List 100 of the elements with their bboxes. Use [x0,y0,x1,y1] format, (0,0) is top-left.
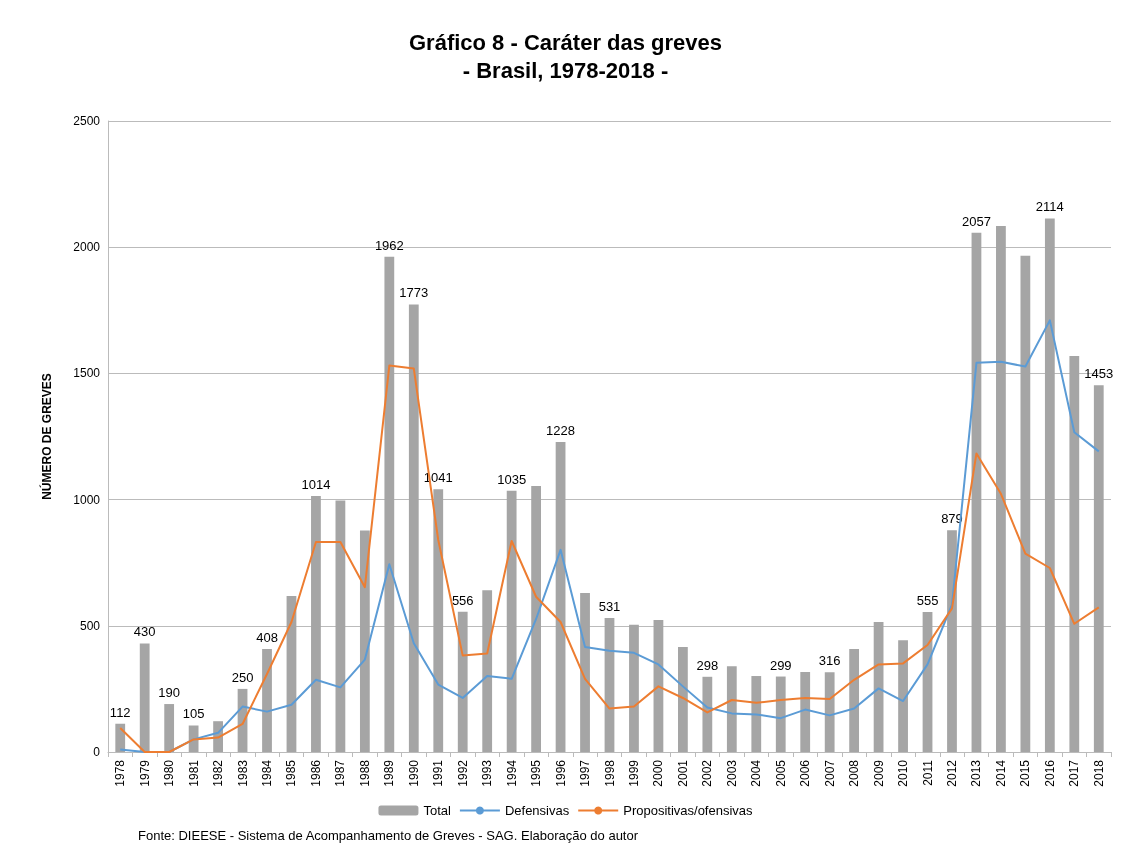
x-tick-label: 1988 [357,759,372,787]
bar [1069,355,1080,752]
data-label: 1453 [1084,366,1114,382]
y-tick-label: 0 [93,745,101,759]
x-tick-label: 1984 [260,759,275,787]
x-tick-label: 1998 [602,759,617,787]
x-tick-label: 2005 [773,759,788,787]
bar [115,723,126,752]
x-tick-label: 2001 [675,759,690,787]
bar [482,590,493,752]
bar [824,672,835,752]
bar [188,725,199,752]
bar [262,649,272,752]
data-label: 2057 [961,213,991,229]
x-tick-label: 2008 [847,759,862,787]
x-tick-label: 1990 [406,759,421,787]
data-label: 408 [256,630,278,646]
bar [433,489,444,752]
bar [947,530,957,752]
x-tick-label: 1996 [553,759,568,787]
x-tick-label: 1997 [578,759,593,787]
x-tick-label: 2000 [651,759,666,787]
bar [164,704,175,752]
x-tick-label: 2009 [871,759,886,787]
x-tick-label: 2015 [1018,759,1033,787]
x-tick-label: 1999 [626,759,641,787]
data-label: 250 [231,669,254,685]
data-label: 1014 [301,477,331,493]
y-tick-label: 500 [79,618,101,633]
bar [775,676,786,752]
bar [996,226,1006,752]
bar [506,490,517,752]
x-tick-label: 2016 [1042,759,1057,787]
bar [702,676,713,752]
bar [800,671,811,752]
x-tick-label: 1991 [431,759,446,787]
bar [335,500,346,752]
x-tick-label: 2018 [1091,759,1106,787]
data-label: 298 [696,657,719,673]
bar [678,647,688,752]
bar [849,649,860,752]
bar [531,485,541,752]
bar [359,530,370,752]
x-tick-label: 1995 [529,759,544,787]
data-label: 105 [182,706,205,722]
x-tick-label: 2004 [749,759,764,787]
bar [580,592,590,752]
x-tick-label: 1982 [211,759,226,787]
x-tick-label: 2006 [798,759,813,787]
legend-label: Defensivas [504,803,570,818]
x-tick-label: 1983 [235,759,250,787]
x-tick-label: 2003 [724,759,739,787]
data-label: 1228 [546,423,576,439]
x-tick-label: 1992 [455,759,470,787]
legend-label: Propositivas/ofensivas [623,803,754,818]
y-axis-title: NÚMERO DE GREVES [39,373,54,500]
y-tick-label: 1500 [73,366,101,381]
legend-label: Total [423,803,452,818]
data-label: 316 [818,653,841,669]
x-tick-label: 2013 [969,759,984,787]
data-label: 1773 [399,285,429,301]
data-label: 2114 [1035,199,1064,215]
x-tick-label: 2002 [700,759,715,787]
bar [384,256,395,752]
bar [139,643,150,752]
bar [751,676,762,752]
data-label: 190 [158,685,181,701]
x-tick-label: 1994 [504,759,519,787]
bar [311,496,321,752]
data-label: 1035 [497,471,527,487]
x-tick-label: 1987 [333,759,348,787]
x-tick-label: 1980 [162,759,177,787]
bar [1044,218,1055,752]
bar [898,640,908,752]
bar [1020,255,1031,752]
data-label: 430 [133,624,156,640]
x-tick-label: 1981 [186,759,201,787]
bar [726,666,737,752]
y-tick-label: 2000 [73,240,101,255]
data-label: 299 [769,657,792,673]
x-tick-label: 1993 [480,759,495,787]
x-tick-label: 1989 [382,759,397,787]
bar [408,304,419,752]
data-label: 112 [109,704,131,720]
x-tick-label: 2007 [822,759,837,787]
data-label: 1962 [374,237,404,253]
x-tick-label: 1978 [113,759,128,787]
x-tick-label: 2014 [993,759,1008,787]
bar [629,624,639,752]
chart-title: Gráfico 8 - Caráter das greves [408,29,723,55]
x-tick-label: 1985 [284,759,299,787]
data-label: 531 [598,598,621,614]
y-tick-label: 2500 [73,114,101,128]
source-note: Fonte: DIEESE - Sistema de Acompanhamento de Greves - SAG. Elaboração do autor [138,828,639,843]
bar [457,611,468,752]
x-tick-label: 1986 [308,759,323,787]
x-tick-label: 2010 [896,759,911,787]
data-label: 555 [916,592,939,608]
chart-subtitle: - Brasil, 1978-2018 - [462,57,669,83]
bar [1093,385,1104,752]
